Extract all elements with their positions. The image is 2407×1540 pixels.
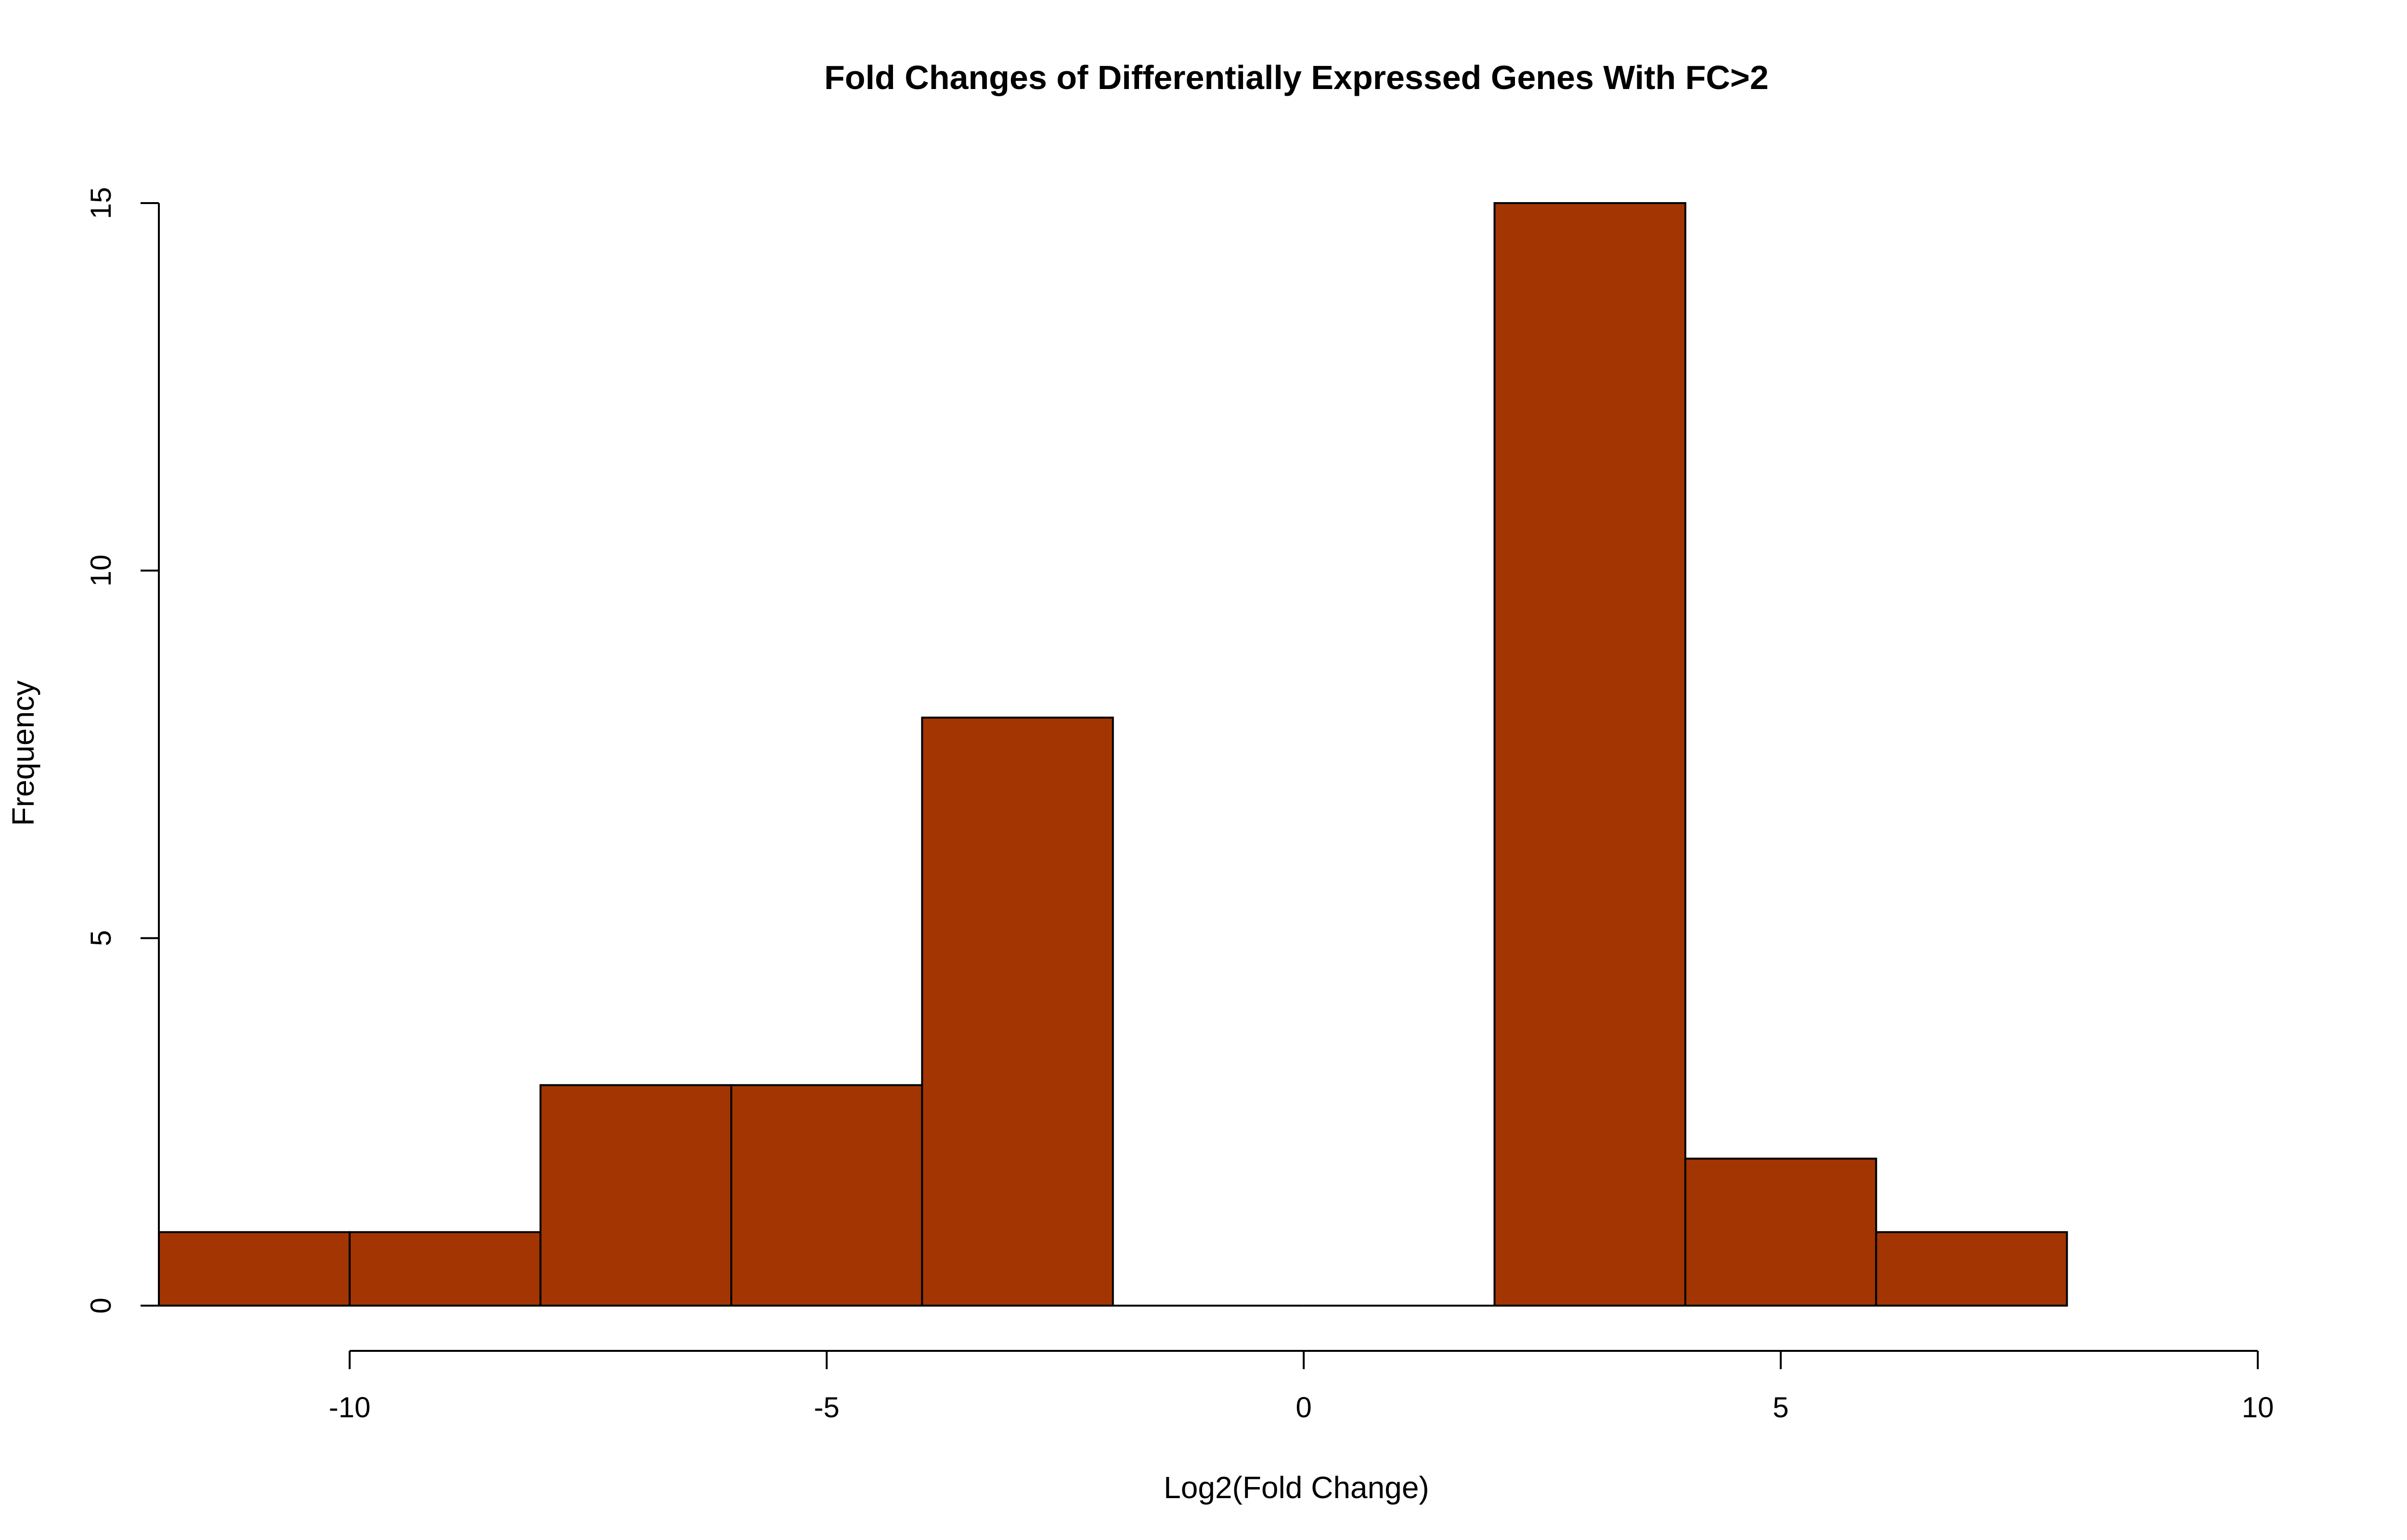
bars-layer	[158, 202, 2068, 1307]
x-tick-label: 5	[1773, 1391, 1788, 1424]
histogram-bar	[539, 1084, 733, 1307]
y-tick-label: 10	[85, 554, 117, 587]
histogram-bar	[1684, 1157, 1877, 1307]
histogram-bar	[921, 717, 1114, 1307]
y-axis: 0 5 10 15	[85, 187, 160, 1314]
chart-title: Fold Changes of Differentially Expressed…	[824, 59, 1769, 96]
histogram-bar	[1875, 1231, 2068, 1307]
y-tick-label: 15	[85, 187, 117, 219]
y-axis-label: Frequency	[6, 680, 40, 826]
histogram-bar	[730, 1084, 923, 1307]
x-tick-label: 10	[2242, 1391, 2274, 1424]
histogram-bar	[158, 1231, 351, 1307]
y-tick-label: 5	[85, 930, 117, 946]
x-tick-label: 0	[1295, 1391, 1311, 1424]
y-tick-label: 0	[85, 1297, 117, 1313]
x-axis: -10 -5 0 5 10	[329, 1350, 2274, 1424]
x-tick-label: -10	[329, 1391, 371, 1424]
x-axis-label: Log2(Fold Change)	[1164, 1470, 1429, 1505]
histogram-bar	[1493, 202, 1686, 1307]
x-tick-label: -5	[814, 1391, 840, 1424]
histogram-bar	[349, 1231, 542, 1307]
